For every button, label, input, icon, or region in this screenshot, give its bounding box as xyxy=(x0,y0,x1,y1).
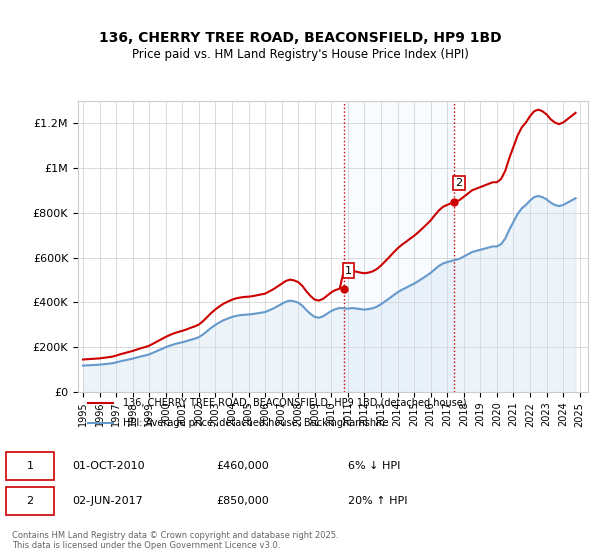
Text: 1: 1 xyxy=(345,265,352,276)
Text: £850,000: £850,000 xyxy=(216,496,269,506)
Text: 1: 1 xyxy=(26,461,34,471)
Text: Price paid vs. HM Land Registry's House Price Index (HPI): Price paid vs. HM Land Registry's House … xyxy=(131,48,469,60)
Text: 136, CHERRY TREE ROAD, BEACONSFIELD, HP9 1BD (detached house): 136, CHERRY TREE ROAD, BEACONSFIELD, HP9… xyxy=(124,398,467,408)
Text: 6% ↓ HPI: 6% ↓ HPI xyxy=(348,461,400,471)
Text: 2: 2 xyxy=(455,178,463,188)
Text: 2: 2 xyxy=(26,496,34,506)
Text: Contains HM Land Registry data © Crown copyright and database right 2025.
This d: Contains HM Land Registry data © Crown c… xyxy=(12,530,338,550)
Text: 136, CHERRY TREE ROAD, BEACONSFIELD, HP9 1BD: 136, CHERRY TREE ROAD, BEACONSFIELD, HP9… xyxy=(98,31,502,45)
Text: 02-JUN-2017: 02-JUN-2017 xyxy=(72,496,143,506)
Text: 01-OCT-2010: 01-OCT-2010 xyxy=(72,461,145,471)
Text: £460,000: £460,000 xyxy=(216,461,269,471)
FancyBboxPatch shape xyxy=(6,452,54,479)
Text: HPI: Average price, detached house, Buckinghamshire: HPI: Average price, detached house, Buck… xyxy=(124,418,389,428)
Text: 20% ↑ HPI: 20% ↑ HPI xyxy=(348,496,407,506)
Bar xyxy=(344,101,454,392)
FancyBboxPatch shape xyxy=(6,487,54,515)
